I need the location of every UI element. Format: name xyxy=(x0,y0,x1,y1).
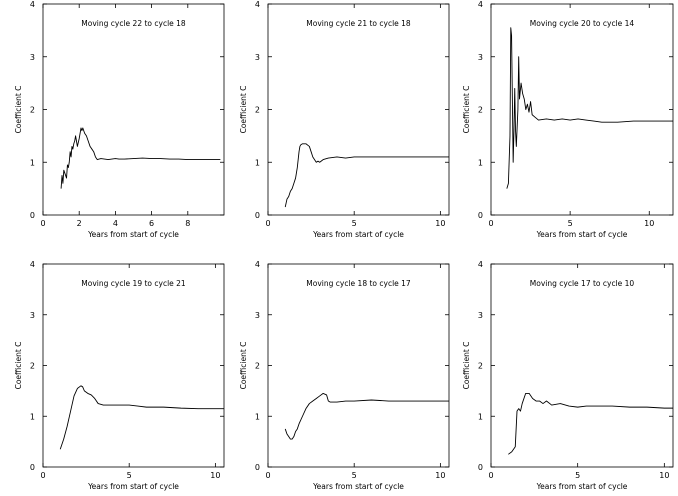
panel-4: Moving cycle 19 to cycle 21 0 1 2 3 4 0 5 10 Year… xyxy=(14,260,225,491)
panel-3: Moving cycle 20 to cycle 14 0 1 2 3 4 0 5 10 Year… xyxy=(462,0,674,239)
y-tick-label: 1 xyxy=(255,412,260,421)
y-tick-label: 0 xyxy=(255,463,260,472)
panel-2: Moving cycle 21 to cycle 18 0 1 2 3 4 0 5 10 Year… xyxy=(239,0,450,239)
y-tick-label: 2 xyxy=(478,362,483,371)
panel-title: Moving cycle 18 to cycle 17 xyxy=(306,279,411,288)
y-axis-label: Coefficient C xyxy=(462,86,471,134)
panel-title: Moving cycle 21 to cycle 18 xyxy=(306,19,411,28)
x-tick-label: 6 xyxy=(149,219,154,228)
series-line-1 xyxy=(508,392,673,455)
plot-frame xyxy=(267,3,450,216)
y-tick-label: 0 xyxy=(30,463,35,472)
series-line-1 xyxy=(284,143,449,208)
panel-title: Moving cycle 19 to cycle 21 xyxy=(81,279,186,288)
x-axis-label: Years from start of cycle xyxy=(536,482,628,491)
x-tick-label: 0 xyxy=(488,219,493,228)
panel-title: Moving cycle 17 to cycle 10 xyxy=(530,279,635,288)
series-line-1 xyxy=(59,385,224,450)
x-tick-label: 10 xyxy=(435,471,445,480)
y-tick-label: 0 xyxy=(255,211,260,220)
y-tick-label: 2 xyxy=(30,106,35,115)
x-tick-label: 10 xyxy=(659,471,669,480)
y-tick-label: 1 xyxy=(255,158,260,167)
x-tick-label: 0 xyxy=(488,471,493,480)
y-tick-label: 1 xyxy=(30,158,35,167)
y-tick-label: 4 xyxy=(478,260,483,269)
y-tick-label: 4 xyxy=(478,0,483,9)
y-axis-label: Coefficient C xyxy=(14,86,23,134)
y-tick-label: 2 xyxy=(478,106,483,115)
y-tick-label: 0 xyxy=(478,463,483,472)
x-tick-label: 10 xyxy=(435,219,445,228)
y-tick-label: 2 xyxy=(255,106,260,115)
y-tick-label: 4 xyxy=(30,260,35,269)
x-axis-label: Years from start of cycle xyxy=(536,230,628,239)
x-tick-label: 10 xyxy=(210,471,220,480)
x-tick-label: 4 xyxy=(113,219,118,228)
x-tick-label: 5 xyxy=(352,471,357,480)
x-tick-label: 0 xyxy=(265,219,270,228)
y-tick-label: 0 xyxy=(30,211,35,220)
y-tick-label: 3 xyxy=(478,311,483,320)
y-tick-label: 1 xyxy=(478,158,483,167)
y-tick-label: 4 xyxy=(255,0,260,9)
y-tick-label: 3 xyxy=(30,311,35,320)
panel-title: Moving cycle 22 to cycle 18 xyxy=(81,19,186,28)
x-tick-label: 10 xyxy=(644,219,654,228)
y-axis-label: Coefficient C xyxy=(462,342,471,390)
x-tick-label: 8 xyxy=(185,219,190,228)
series-line-1 xyxy=(284,392,449,440)
y-tick-label: 3 xyxy=(478,53,483,62)
panel-1: Moving cycle 22 to cycle 18 0 1 2 3 4 0 2 4 6 8 Yea… xyxy=(14,0,225,239)
x-tick-label: 0 xyxy=(265,471,270,480)
x-tick-label: 2 xyxy=(77,219,82,228)
y-axis-label: Coefficient C xyxy=(239,342,248,390)
plot-frame xyxy=(42,3,225,216)
x-tick-label: 5 xyxy=(127,471,132,480)
x-tick-label: 5 xyxy=(352,219,357,228)
y-tick-label: 1 xyxy=(478,412,483,421)
panel-5: Moving cycle 18 to cycle 17 0 1 2 3 4 0 5 10 Year… xyxy=(239,260,450,491)
x-tick-label: 0 xyxy=(40,219,45,228)
x-axis-label: Years from start of cycle xyxy=(312,482,404,491)
x-axis-label: Years from start of cycle xyxy=(87,230,179,239)
y-axis-label: Coefficient C xyxy=(14,342,23,390)
y-axis-label: Coefficient C xyxy=(239,86,248,134)
y-tick-label: 2 xyxy=(30,362,35,371)
y-tick-label: 4 xyxy=(255,260,260,269)
y-tick-label: 3 xyxy=(255,53,260,62)
panel-6: Moving cycle 17 to cycle 10 0 1 2 3 4 0 5 10 Year… xyxy=(462,260,674,491)
y-tick-label: 1 xyxy=(30,412,35,421)
series-line-1 xyxy=(506,27,673,189)
x-tick-label: 5 xyxy=(575,471,580,480)
x-tick-label: 5 xyxy=(568,219,573,228)
y-tick-label: 4 xyxy=(30,0,35,9)
y-tick-label: 2 xyxy=(255,362,260,371)
plot-frame xyxy=(490,263,674,468)
x-axis-label: Years from start of cycle xyxy=(312,230,404,239)
plot-frame xyxy=(42,263,225,468)
y-tick-label: 3 xyxy=(30,53,35,62)
x-tick-label: 0 xyxy=(40,471,45,480)
plot-frame xyxy=(267,263,450,468)
series-line-1 xyxy=(60,127,221,189)
y-tick-label: 3 xyxy=(255,311,260,320)
y-tick-label: 0 xyxy=(478,211,483,220)
panel-title: Moving cycle 20 to cycle 14 xyxy=(530,19,635,28)
x-axis-label: Years from start of cycle xyxy=(87,482,179,491)
